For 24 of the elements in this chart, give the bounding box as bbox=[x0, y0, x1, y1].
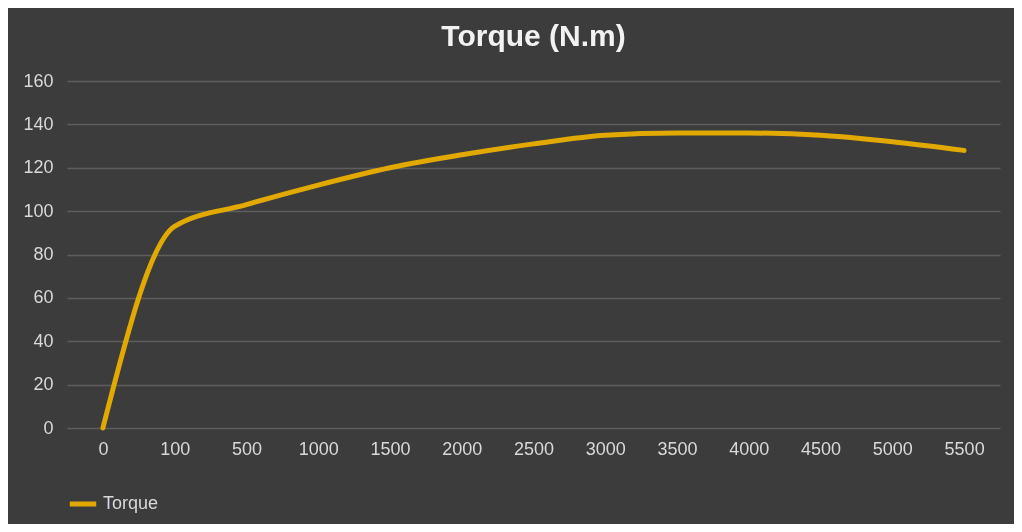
y-tick-label: 120 bbox=[23, 157, 54, 178]
x-tick-label: 5000 bbox=[872, 438, 913, 459]
x-tick-label: 1500 bbox=[370, 438, 411, 459]
y-tick-label: 80 bbox=[33, 244, 54, 264]
x-tick-label: 100 bbox=[160, 438, 191, 459]
x-tick-label: 4000 bbox=[729, 438, 770, 459]
y-tick-label: 0 bbox=[43, 417, 54, 438]
chart-title: Torque (N.m) bbox=[441, 19, 626, 52]
y-tick-label: 100 bbox=[23, 200, 54, 221]
x-tick-label: 1000 bbox=[298, 438, 339, 459]
y-tick-label: 160 bbox=[23, 70, 54, 91]
legend-label: Torque bbox=[103, 493, 159, 513]
y-tick-label: 20 bbox=[33, 374, 54, 395]
x-tick-label: 3000 bbox=[585, 438, 626, 459]
x-tick-label: 4500 bbox=[801, 438, 842, 459]
y-tick-label: 60 bbox=[33, 287, 54, 308]
y-tick-label: 140 bbox=[23, 113, 54, 134]
x-tick-label: 2500 bbox=[513, 438, 555, 459]
x-tick-label: 5500 bbox=[944, 438, 985, 459]
x-tick-label: 500 bbox=[231, 438, 262, 459]
x-tick-label: 2000 bbox=[442, 438, 483, 459]
x-tick-label: 0 bbox=[98, 438, 109, 459]
y-tick-label: 40 bbox=[33, 330, 54, 351]
x-tick-label: 3500 bbox=[657, 438, 698, 459]
